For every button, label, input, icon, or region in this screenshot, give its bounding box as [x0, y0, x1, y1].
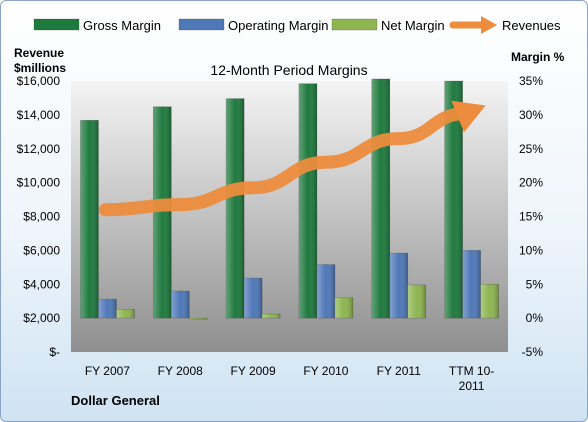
left-tick-label: $4,000 [23, 277, 60, 291]
revenue-arrow-head [451, 100, 486, 133]
bar-shade [244, 278, 263, 319]
right-tick-label: 15% [519, 210, 543, 224]
bar-operating-margin [170, 290, 190, 319]
bar-net-margin [188, 317, 208, 320]
bar-shade [462, 250, 481, 319]
legend-arrow-head [481, 16, 497, 34]
bar-operating-margin [98, 298, 117, 319]
bar-gross-margin [225, 98, 245, 319]
bar-gross-margin [80, 119, 99, 319]
chart-title: 12-Month Period Margins [210, 62, 367, 78]
legend-label: Gross Margin [83, 18, 161, 33]
bar-gross-margin [152, 106, 172, 319]
x-tick-label: FY 2009 [231, 364, 276, 378]
bar-shade [116, 309, 135, 319]
left-axis-title: $millions [14, 61, 66, 75]
legend-label: Revenues [502, 18, 561, 33]
right-tick-label: -5% [522, 345, 544, 359]
bar-shade [316, 264, 335, 319]
left-tick-label: $6,000 [23, 243, 60, 257]
bar-operating-margin [462, 250, 481, 319]
bar-gross-margin [371, 78, 391, 319]
bar-shade [262, 314, 281, 319]
bar-gross-margin [444, 80, 463, 319]
left-axis-title: Revenue [14, 46, 64, 60]
x-tick-label: FY 2008 [158, 364, 203, 378]
bar-net-margin [480, 283, 499, 319]
legend-label: Operating Margin [228, 18, 328, 33]
bar-gross-margin [298, 83, 318, 319]
bar-shade [389, 253, 408, 319]
left-tick-label: $16,000 [17, 74, 61, 88]
right-tick-label: 10% [519, 243, 543, 257]
x-tick-label: TTM 10- [449, 364, 494, 378]
right-tick-label: 35% [519, 74, 543, 88]
bar-shade [480, 284, 499, 319]
bar-net-margin [261, 313, 281, 319]
revenue-arrow-shaft [98, 106, 473, 217]
left-tick-label: $10,000 [17, 176, 61, 190]
bar-net-margin [116, 309, 135, 319]
left-tick-label: $14,000 [17, 108, 61, 122]
legend-item-operating-margin [178, 18, 225, 31]
right-axis-title: Margin % [511, 50, 565, 64]
right-tick-label: 20% [519, 176, 543, 190]
left-tick-label: $- [49, 345, 60, 359]
company-label: Dollar General [71, 393, 160, 408]
bar-operating-margin [389, 252, 409, 319]
bar-net-margin [334, 297, 354, 319]
left-tick-label: $2,000 [23, 311, 60, 325]
x-tick-label: FY 2011 [377, 364, 422, 378]
right-tick-label: 5% [526, 277, 544, 291]
x-tick-label: FY 2010 [303, 364, 348, 378]
bar-shade [98, 299, 117, 319]
bar-net-margin [407, 284, 427, 319]
legend-label: Net Margin [381, 18, 445, 33]
bar-shade [153, 106, 172, 319]
legend-item-net-margin [331, 18, 378, 31]
bar-shade [444, 81, 463, 319]
bar-shade [334, 297, 353, 319]
legend-swatch [178, 18, 225, 31]
bar-shade [80, 120, 99, 319]
right-tick-label: 30% [519, 108, 543, 122]
left-tick-label: $12,000 [17, 142, 61, 156]
bar-operating-margin [243, 277, 263, 319]
bar-shade [171, 291, 190, 319]
bar-shade [298, 83, 317, 319]
legend-item-revenues [449, 16, 497, 34]
left-tick-label: $8,000 [23, 210, 60, 224]
legend-swatch [331, 18, 378, 31]
bar-operating-margin [316, 264, 336, 319]
right-tick-label: 25% [519, 142, 543, 156]
legend-swatch [33, 18, 80, 31]
right-tick-label: 0% [526, 311, 544, 325]
bar-shade [371, 78, 390, 319]
bar-shade [226, 98, 245, 319]
x-tick-label: 2011 [459, 379, 485, 393]
bar-shade [407, 284, 426, 319]
x-tick-label: FY 2007 [85, 364, 130, 378]
bar-shade [189, 318, 208, 320]
legend-item-gross-margin [33, 18, 80, 31]
